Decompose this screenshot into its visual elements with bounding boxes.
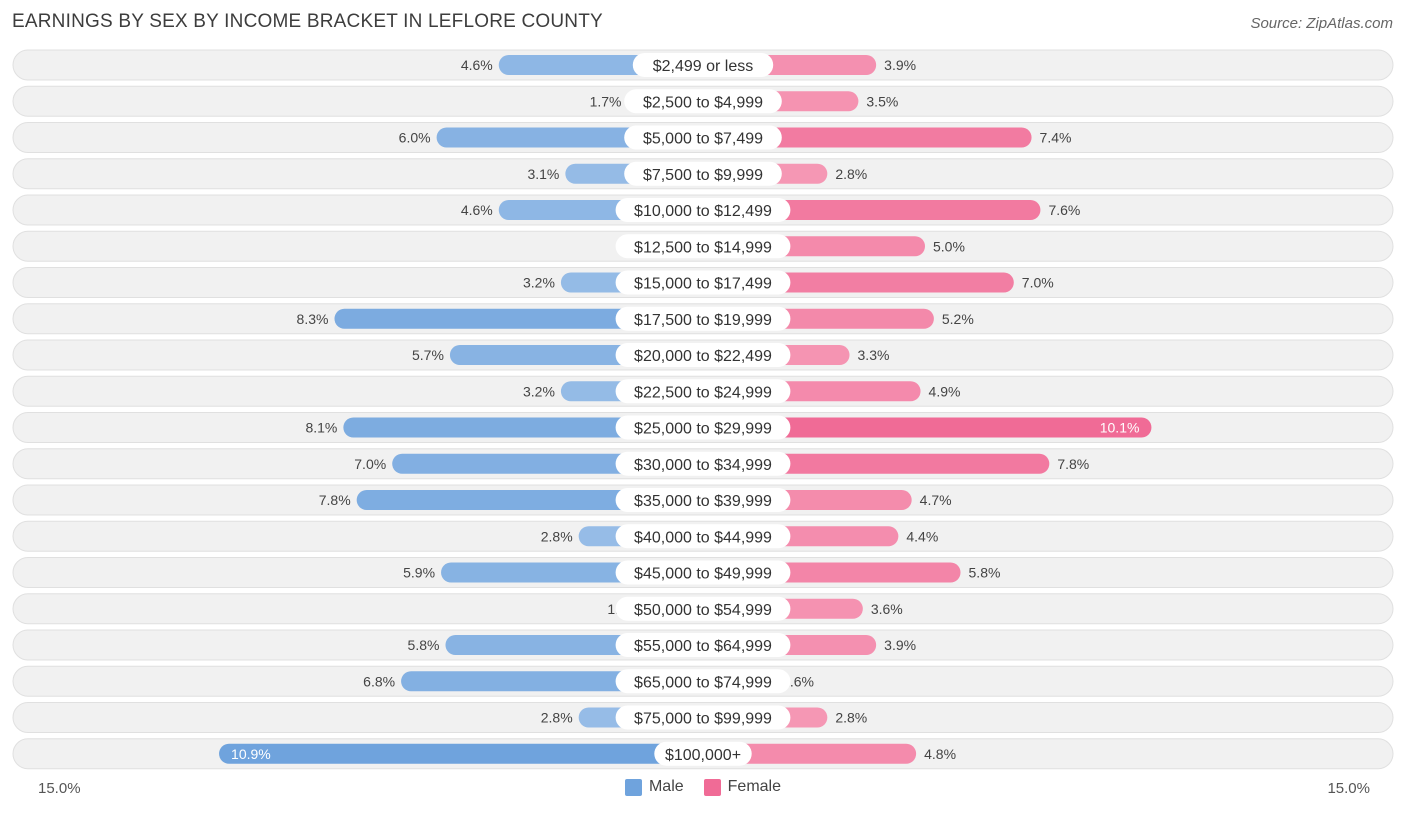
- legend-swatch-female: [703, 778, 721, 796]
- value-label-male: 10.9%: [231, 746, 271, 762]
- value-label-male: 6.8%: [363, 673, 395, 689]
- category-pill: [632, 53, 774, 77]
- value-label-male: 5.9%: [403, 565, 435, 581]
- legend-label-male: Male: [648, 778, 684, 795]
- category-label: $65,000 to $74,999: [634, 674, 772, 691]
- category-pill: [615, 415, 791, 440]
- category-label: $35,000 to $39,999: [634, 493, 772, 510]
- value-label-female: 5.8%: [969, 565, 1001, 581]
- value-label-male: 4.6%: [461, 202, 493, 218]
- value-label-female: 3.5%: [866, 93, 898, 109]
- value-label-male: 6.0%: [399, 130, 431, 146]
- legend-label-female: Female: [727, 778, 782, 795]
- category-pill: [615, 669, 791, 694]
- axis-right-label: 15.0%: [1327, 780, 1370, 797]
- category-label: $50,000 to $54,999: [634, 602, 772, 619]
- category-pill: [615, 270, 791, 295]
- value-label-male: 5.7%: [412, 347, 444, 363]
- category-label: $22,500 to $24,999: [634, 384, 772, 401]
- value-label-female: 2.8%: [835, 166, 867, 182]
- bar-male: [219, 743, 714, 764]
- category-label: $30,000 to $34,999: [634, 457, 772, 474]
- legend-item-male[interactable]: Male: [624, 778, 684, 796]
- value-label-female: 4.4%: [906, 528, 938, 544]
- value-label-female: 3.9%: [884, 57, 916, 73]
- value-label-female: 3.3%: [858, 347, 890, 363]
- value-label-male: 7.8%: [319, 492, 351, 508]
- category-label: $75,000 to $99,999: [634, 711, 772, 728]
- value-label-female: 3.6%: [871, 601, 903, 617]
- legend-swatch-male: [624, 778, 642, 796]
- category-pill: [654, 741, 752, 766]
- value-label-male: 3.1%: [527, 166, 559, 182]
- category-pill: [615, 306, 791, 331]
- category-pill: [615, 596, 791, 621]
- category-pill: [615, 705, 791, 730]
- legend: Male Female: [0, 778, 1406, 796]
- category-label: $7,500 to $9,999: [643, 167, 763, 184]
- legend-item-female[interactable]: Female: [703, 778, 782, 796]
- value-label-male: 8.1%: [305, 420, 337, 436]
- value-label-female: 10.1%: [1100, 420, 1140, 436]
- category-label: $5,000 to $7,499: [643, 131, 763, 148]
- category-pill: [624, 161, 782, 186]
- value-label-male: 2.8%: [541, 528, 573, 544]
- source-label: Source: ZipAtlas.com: [1250, 15, 1393, 32]
- value-label-male: 3.2%: [523, 383, 555, 399]
- value-label-female: 1.6%: [782, 673, 814, 689]
- value-label-female: 4.7%: [920, 492, 952, 508]
- category-pill: [615, 234, 791, 259]
- chart-title: EARNINGS BY SEX BY INCOME BRACKET IN LEF…: [12, 11, 603, 32]
- value-label-female: 5.2%: [942, 311, 974, 327]
- axis-left-label: 15.0%: [38, 780, 81, 797]
- value-label-female: 4.9%: [929, 383, 961, 399]
- category-pill: [615, 451, 791, 476]
- value-label-male: 1.7%: [590, 93, 622, 109]
- value-label-male: 4.6%: [461, 57, 493, 73]
- category-pill: [615, 379, 791, 404]
- value-label-female: 3.9%: [884, 637, 916, 653]
- category-label: $20,000 to $22,499: [634, 348, 772, 365]
- value-label-male: 8.3%: [297, 311, 329, 327]
- category-label: $2,499 or less: [653, 58, 754, 75]
- category-pill: [615, 560, 791, 585]
- category-label: $100,000+: [665, 747, 741, 764]
- value-label-female: 5.0%: [933, 238, 965, 254]
- category-label: $55,000 to $64,999: [634, 638, 772, 655]
- category-label: $15,000 to $17,499: [634, 276, 772, 293]
- value-label-female: 7.0%: [1022, 275, 1054, 291]
- bar-female: [693, 417, 1152, 438]
- value-label-female: 7.6%: [1048, 202, 1080, 218]
- category-label: $17,500 to $19,999: [634, 312, 772, 329]
- category-pill: [615, 633, 791, 657]
- category-label: $10,000 to $12,499: [634, 203, 772, 220]
- category-label: $40,000 to $44,999: [634, 529, 772, 546]
- value-label-male: 5.8%: [408, 637, 440, 653]
- value-label-male: 2.8%: [541, 710, 573, 726]
- value-label-female: 4.8%: [924, 746, 956, 762]
- value-label-male: 3.2%: [523, 275, 555, 291]
- category-label: $25,000 to $29,999: [634, 421, 772, 438]
- value-label-male: 7.0%: [354, 456, 386, 472]
- category-label: $2,500 to $4,999: [643, 94, 763, 111]
- category-pill: [624, 89, 782, 114]
- value-label-female: 2.8%: [835, 710, 867, 726]
- category-pill: [615, 488, 791, 512]
- category-pill: [615, 198, 791, 222]
- value-label-female: 7.4%: [1040, 130, 1072, 146]
- category-label: $45,000 to $49,999: [634, 566, 772, 583]
- value-label-female: 7.8%: [1057, 456, 1089, 472]
- category-pill: [615, 524, 791, 549]
- category-label: $12,500 to $14,999: [634, 239, 772, 256]
- category-pill: [624, 125, 782, 150]
- category-pill: [615, 343, 791, 367]
